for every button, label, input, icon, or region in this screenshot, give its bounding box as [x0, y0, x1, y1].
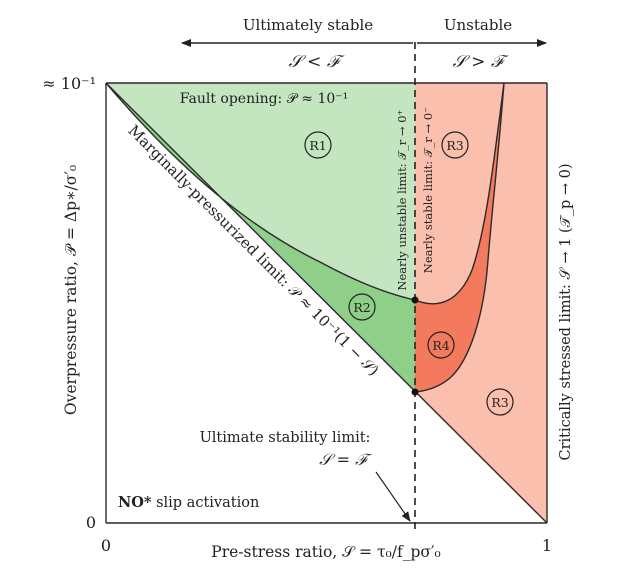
stable-label: Ultimately stable	[243, 16, 373, 34]
r4-upper-boundary	[414, 82, 505, 305]
unstable-inequality: 𝒮 > ℱ	[453, 52, 509, 72]
no-slip-rest: slip activation	[151, 495, 259, 511]
no-slip-bold: NO*	[118, 494, 152, 511]
region-r2-label: R2	[353, 300, 370, 315]
stable-inequality: 𝒮 < ℱ	[289, 52, 345, 72]
upper-junction-point	[411, 296, 419, 304]
no-slip-activation-label: NO* slip activation	[118, 494, 259, 511]
ultimate-stability-title: Ultimate stability limit:	[200, 430, 371, 446]
lower-junction-point	[411, 388, 419, 396]
region-r2-badge: R2	[348, 293, 376, 321]
y-top-tick: ≈ 10⁻¹	[42, 74, 96, 93]
region-r1-badge: R1	[304, 131, 332, 159]
x-one-tick: 1	[542, 536, 552, 555]
region-r3-bottom-badge: R3	[486, 388, 514, 416]
y-zero-tick: 0	[86, 513, 96, 532]
region-r4-label: R4	[432, 338, 449, 353]
unstable-label: Unstable	[444, 16, 512, 34]
nearly-unstable-label: Nearly unstable limit: 𝒯_r → 0⁺	[395, 109, 409, 290]
region-r3-top-label: R3	[446, 138, 463, 153]
region-r1-fill	[106, 83, 415, 300]
marginal-limit-line	[105, 82, 548, 524]
r1-r2-boundary	[105, 82, 416, 301]
y-axis-label: Overpressure ratio, 𝒫 = Δp∗/σ′₀	[62, 165, 80, 415]
region-r1-label: R1	[309, 138, 326, 153]
fault-opening-label: Fault opening: 𝒫 ≈ 10⁻¹	[180, 91, 349, 107]
region-r4-badge: R4	[427, 331, 455, 359]
nearly-stable-label: Nearly stable limit: 𝒯_r → 0⁻	[421, 107, 435, 273]
region-r3-top-badge: R3	[441, 131, 469, 159]
ultimate-stability-arrow	[375, 471, 411, 522]
x-axis-label: Pre-stress ratio, 𝒮 = τ₀/f_pσ′₀	[211, 543, 440, 561]
region-r3-bottom-label: R3	[491, 395, 508, 410]
x-zero-tick: 0	[101, 536, 111, 555]
region-r4-fill	[415, 83, 504, 392]
r4-lower-boundary	[414, 82, 505, 393]
ultimate-stability-eq: 𝒮 = ℱ	[319, 450, 372, 469]
critically-stressed-label: Critically stressed limit: 𝒮 → 1 (𝒯_p → …	[558, 163, 574, 460]
